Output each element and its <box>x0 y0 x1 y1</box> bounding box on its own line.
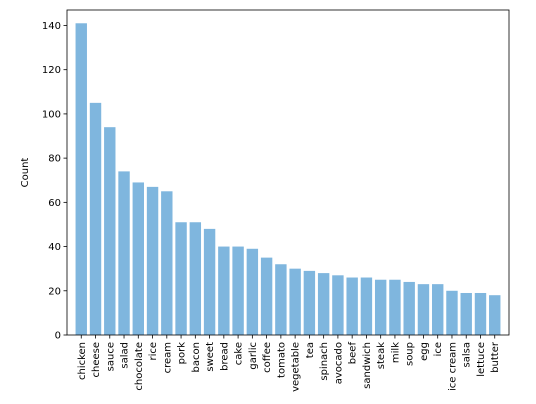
bar-avocado <box>332 275 344 335</box>
bar-tea <box>303 270 316 335</box>
bar-soup <box>403 281 415 335</box>
y-tick-label: 20 <box>48 286 61 297</box>
bar-cheese <box>89 102 102 335</box>
bar-sauce <box>104 127 116 336</box>
bar-salad <box>118 171 130 335</box>
x-tick-label: cake <box>234 342 245 365</box>
bar-steak <box>374 279 387 335</box>
plot-frame <box>66 9 510 336</box>
bar-ice <box>432 284 444 335</box>
y-tick-label: 0 <box>55 331 61 342</box>
bar-pork <box>175 222 187 335</box>
x-tick-label: soup <box>405 342 416 366</box>
y-tick-label: 40 <box>48 242 61 253</box>
x-tick-label: tea <box>305 342 316 358</box>
x-tick-label: bacon <box>191 342 202 372</box>
bar-bread <box>218 246 230 335</box>
x-tick-label: milk <box>390 342 401 363</box>
x-tick-label: coffee <box>262 342 273 373</box>
x-tick-label: chocolate <box>134 342 145 391</box>
y-tick-label: 60 <box>48 198 61 209</box>
bar-vegetable <box>289 268 301 335</box>
x-tick-label: steak <box>376 342 387 369</box>
x-tick-label: tomato <box>276 342 287 378</box>
bar-ice-cream <box>446 290 458 335</box>
x-tick-label: beef <box>348 342 359 365</box>
bar-egg <box>417 284 430 335</box>
x-tick-label: sauce <box>105 342 116 371</box>
x-tick-label: butter <box>490 341 501 373</box>
y-tick-label: 140 <box>42 21 61 32</box>
bar-coffee <box>260 257 273 335</box>
bar-salsa <box>460 292 472 335</box>
x-tick-label: avocado <box>333 342 344 384</box>
bar-spinach <box>317 273 330 335</box>
bar-rice <box>146 186 159 335</box>
x-tick-label: rice <box>148 342 159 361</box>
x-tick-label: lettuce <box>476 342 487 377</box>
x-tick-label: egg <box>419 342 430 361</box>
x-tick-label: sweet <box>205 342 216 372</box>
bar-tomato <box>275 264 287 335</box>
x-tick-label: garlic <box>248 342 259 370</box>
x-tick-label: pork <box>177 342 188 365</box>
y-tick-label: 80 <box>48 154 61 165</box>
bar-cream <box>161 191 173 335</box>
bars-layer <box>75 23 501 336</box>
y-tick-label: 120 <box>42 65 61 76</box>
x-axis-ticks: chicken cheese sauce salad chocolate rice crea… <box>77 335 501 392</box>
y-tick-label: 100 <box>42 109 61 120</box>
x-tick-label: salsa <box>462 342 473 367</box>
x-tick-label: bread <box>219 342 230 371</box>
bar-bacon <box>189 222 202 335</box>
x-tick-label: vegetable <box>291 342 302 392</box>
x-tick-label: ice <box>433 342 444 356</box>
bar-cake <box>232 246 244 335</box>
x-tick-label: spinach <box>319 342 330 381</box>
bar-beef <box>346 277 358 335</box>
bar-garlic <box>246 248 259 335</box>
bar-butter <box>489 295 501 335</box>
bar-chocolate <box>132 182 144 335</box>
y-axis-ticks: 0 20 40 60 80 100 120 140 <box>42 21 67 342</box>
x-tick-label: cheese <box>91 342 102 378</box>
bar-chicken <box>75 23 87 336</box>
bar-sandwich <box>360 277 373 335</box>
bar-milk <box>389 279 401 335</box>
x-tick-label: chicken <box>77 342 88 380</box>
x-tick-label: sandwich <box>362 342 373 389</box>
x-tick-label: salad <box>120 342 131 369</box>
x-tick-label: ice cream <box>447 342 458 391</box>
y-axis-label: Count <box>20 158 31 188</box>
bar-lettuce <box>474 292 487 335</box>
bar-sweet <box>203 228 216 335</box>
x-tick-label: cream <box>162 342 173 373</box>
